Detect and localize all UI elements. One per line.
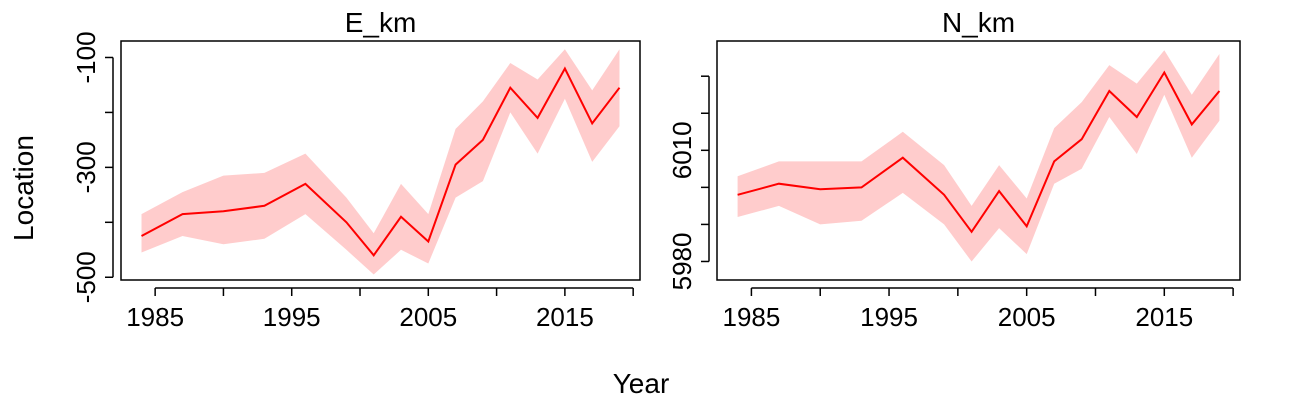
data-point [1053,160,1055,162]
panel-title: N_km [942,7,1015,38]
panel-title: E_km [345,7,417,38]
y-tick-label: 6010 [667,121,697,179]
y-tick-label: -500 [71,251,101,303]
data-point [373,254,375,256]
plot-frame [716,40,1241,281]
data-point [737,194,739,196]
confidence-band [737,50,1220,262]
series-line [141,66,621,257]
x-tick-label: 2015 [536,302,594,332]
data-point [819,188,821,190]
data-point [509,87,511,89]
data-point [1026,225,1028,227]
x-tick-label: 1985 [126,302,184,332]
data-point [537,117,539,119]
data-point [902,157,904,159]
y-tick-label: 5980 [667,233,697,291]
confidence-band [141,49,620,275]
x-tick-label: 2005 [998,302,1056,332]
data-point [482,139,484,141]
data-point [1218,90,1220,92]
panel-1: N_km 1985 1995 2005 2015 5980 6010 [667,7,1241,332]
x-tick-label: 2015 [1135,302,1193,332]
data-point [304,183,306,185]
data-point [263,205,265,207]
data-point [778,183,780,185]
y-tick-label: -300 [71,141,101,193]
data-point [1163,71,1165,73]
panels: E_km 1985 1995 2005 2015 -100 -300 -500 N_km 1985… [71,7,1241,332]
x-tick-label: 1995 [860,302,918,332]
data-point [427,241,429,243]
series-line [737,70,1221,234]
panel-0: E_km 1985 1995 2005 2015 -100 -300 -500 [71,7,641,332]
data-point [591,122,593,124]
data-point [998,190,1000,192]
plot-frame [120,40,641,281]
data-point [455,164,457,166]
data-point [140,235,142,237]
data-point [619,87,621,89]
data-point [400,216,402,218]
data-point [1136,116,1138,118]
data-point [181,213,183,215]
data-point [222,210,224,212]
x-tick-label: 1985 [722,302,780,332]
figure-ylabel: Location [8,135,39,241]
data-point [1191,123,1193,125]
x-tick-label: 1995 [263,302,321,332]
data-point [861,186,863,188]
data-point [564,67,566,69]
data-point [1081,138,1083,140]
data-point [1108,90,1110,92]
x-tick-label: 2005 [399,302,457,332]
data-point [971,231,973,233]
y-tick-label: -100 [71,31,101,83]
data-point [943,194,945,196]
figure-xlabel: Year [613,368,670,399]
data-point [345,221,347,223]
